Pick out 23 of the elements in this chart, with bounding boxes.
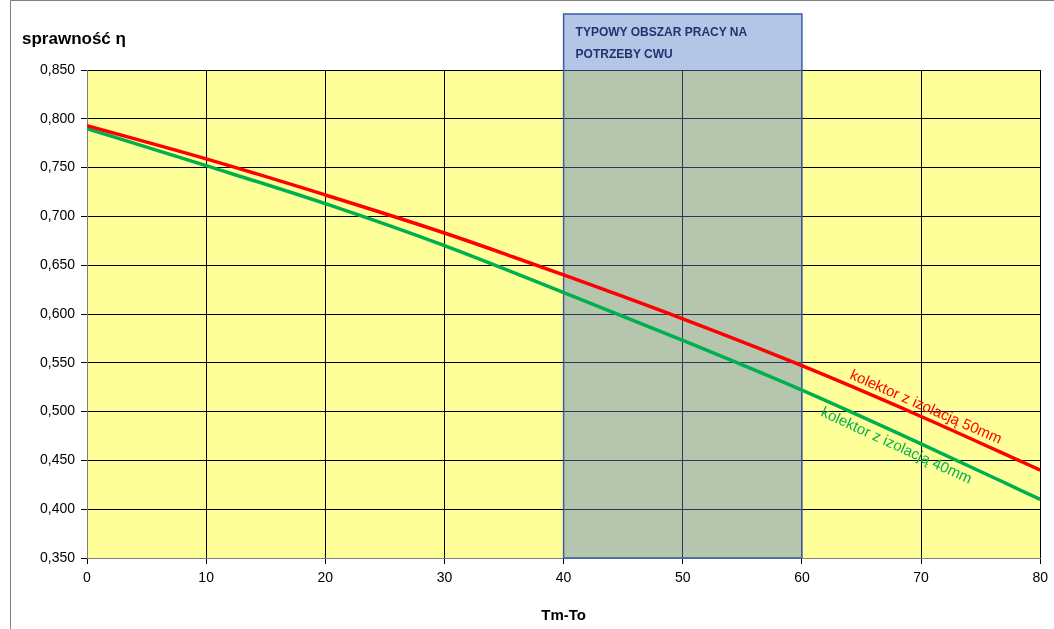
- x-tick-label: 70: [913, 569, 930, 586]
- y-tick-label: 0,350: [39, 548, 76, 565]
- x-tick-label: 60: [794, 569, 810, 586]
- y-tick-label: 0,800: [39, 109, 76, 126]
- band-label: TYPOWY OBSZAR PRACY NA POTRZEBY CWU: [575, 25, 748, 61]
- x-tick-label: 0: [83, 569, 92, 586]
- y-tick-label: 0,600: [39, 304, 76, 321]
- y-tick-label: 0,500: [39, 402, 76, 419]
- y-tick-label: 0,700: [39, 207, 76, 224]
- y-tick-label: 0,550: [39, 353, 76, 370]
- y-tick-label: 0,400: [39, 500, 76, 517]
- y-tick-label: 0,850: [39, 60, 76, 77]
- y-tick-label: 0,450: [39, 451, 76, 468]
- y-axis-title: sprawność η: [22, 29, 126, 48]
- x-tick-label: 20: [317, 569, 334, 586]
- x-tick-label: 10: [198, 569, 215, 586]
- x-tick-label: 30: [436, 569, 453, 586]
- y-tick-label: 0,650: [39, 256, 76, 273]
- x-tick-label: 40: [555, 569, 572, 586]
- x-tick-label: 80: [1032, 569, 1049, 586]
- x-axis-title: Tm-To: [541, 606, 586, 623]
- y-tick-label: 0,750: [39, 158, 76, 175]
- x-tick-label: 50: [674, 569, 691, 586]
